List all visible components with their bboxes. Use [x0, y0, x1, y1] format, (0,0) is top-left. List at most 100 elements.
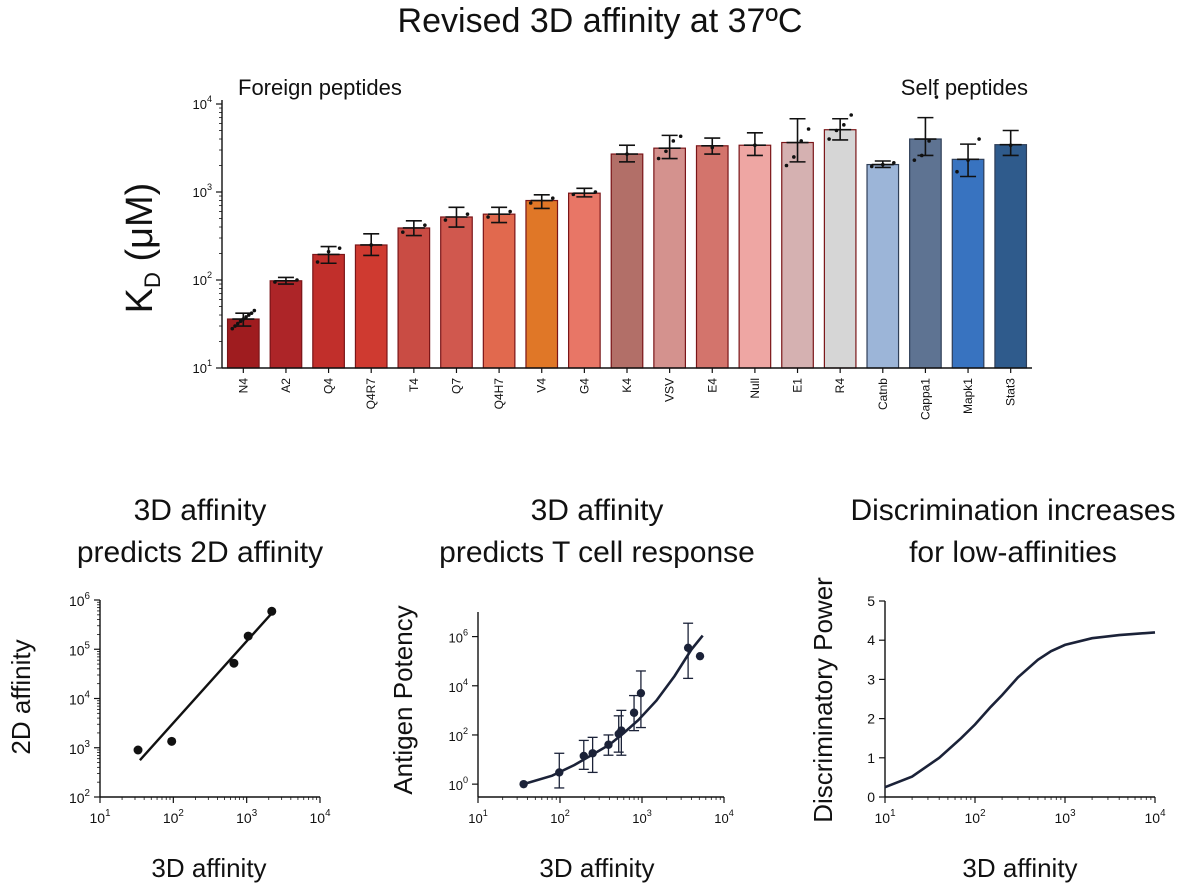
point-q4r7: [369, 243, 374, 247]
data-point: [695, 651, 705, 661]
x-tick-label-base: 10: [1054, 810, 1070, 826]
x-tick-label-base: 10: [236, 810, 252, 826]
point-r4: [842, 123, 846, 127]
bar-q4h7: [482, 213, 516, 369]
point-catnb: [869, 164, 874, 169]
panel-2d-affinity: 3D affinity predicts 2D affinity 3D affi…: [6, 494, 331, 883]
point-mapk1: [977, 137, 981, 141]
data-point: [636, 688, 646, 698]
y-tick-label-exp: 4: [207, 94, 212, 104]
category-label-e4: E4: [705, 378, 719, 393]
y-tick-label: 102: [448, 726, 468, 744]
figure-title: Revised 3D affinity at 37ºC: [398, 2, 803, 40]
y-tick-label-base: 10: [69, 593, 85, 609]
x-tick-label-base: 10: [163, 810, 179, 826]
y-tick-label-base: 10: [448, 631, 462, 646]
point-r4: [849, 113, 853, 117]
data-point: [267, 606, 277, 616]
point-vsv: [664, 149, 668, 154]
kd-axis-label: KD (μM): [119, 183, 165, 314]
point-null: [753, 143, 757, 148]
point-k4: [625, 152, 629, 156]
bar-vsv: [653, 147, 687, 369]
x-tick-label-base: 10: [964, 810, 980, 826]
y-tick-label-exp: 1: [207, 358, 212, 368]
panel2-ylabel: Antigen Potency: [388, 605, 418, 794]
bar-r4: [823, 129, 857, 369]
category-label-q4h7: Q4H7: [492, 378, 506, 410]
x-tick-label: 101: [874, 808, 895, 826]
point-q4h7: [508, 209, 512, 214]
point-e1: [799, 139, 804, 143]
y-tick-label-base: 10: [69, 741, 85, 757]
bar-t4: [397, 227, 431, 369]
bar-v4: [525, 199, 559, 369]
panel1-ylabel: 2D affinity: [6, 639, 36, 754]
point-cappa1: [912, 158, 917, 162]
y-tick-label: 0: [867, 789, 875, 805]
data-point: [229, 658, 239, 668]
point-q4: [337, 246, 342, 250]
category-label-e1: E1: [791, 378, 805, 393]
point-e1: [806, 127, 811, 131]
x-tick-label-exp: 4: [1160, 808, 1166, 819]
data-point: [243, 631, 253, 641]
point-q4h7: [486, 215, 490, 219]
point-mapk1: [955, 169, 959, 174]
category-label-t4: T4: [407, 378, 421, 392]
point-r4: [834, 128, 839, 133]
y-tick-label: 103: [69, 739, 91, 757]
kd-subscript: D: [140, 272, 165, 288]
bar-q4r7: [354, 244, 388, 369]
x-tick-label: 102: [163, 808, 184, 826]
bar-null: [738, 144, 772, 369]
y-tick-label-base: 10: [448, 778, 462, 793]
x-tick-label-exp: 2: [178, 808, 183, 819]
y-tick-label-exp: 2: [207, 270, 212, 280]
x-tick-label-base: 10: [89, 810, 105, 826]
y-tick-label: 105: [69, 640, 91, 658]
panel2-title-line1: 3D affinity: [531, 494, 664, 527]
y-tick-label: 1: [867, 750, 875, 766]
x-tick-label-base: 10: [874, 810, 890, 826]
discrimination-curve: [884, 631, 1156, 789]
y-tick-label: 100: [448, 775, 468, 793]
y-tick-label-exp: 6: [85, 591, 91, 602]
panel-antigen-potency: 3D affinity predicts T cell response 3D …: [388, 494, 755, 883]
bar-catnb: [866, 163, 900, 369]
category-label-a2: A2: [279, 378, 293, 393]
y-tick-label: 102: [69, 788, 90, 806]
fit-line: [139, 610, 275, 761]
y-tick-label: 103: [192, 182, 212, 200]
bar-k4: [610, 153, 644, 369]
panel3-xlabel: 3D affinity: [962, 853, 1077, 883]
point-v4: [550, 196, 555, 201]
y-tick-label-exp: 4: [463, 677, 468, 687]
data-point: [629, 708, 639, 717]
x-tick-label-base: 10: [550, 811, 564, 826]
kd-unit: (μM): [119, 183, 161, 272]
point-g4: [593, 190, 598, 194]
data-point: [133, 745, 143, 755]
x-tick-label-exp: 2: [565, 808, 570, 818]
x-tick-label-base: 10: [468, 811, 482, 826]
point-a2: [273, 280, 277, 284]
y-tick-label-exp: 4: [85, 690, 91, 701]
panel2-title-line2: predicts T cell response: [439, 536, 755, 569]
x-tick-label-exp: 1: [105, 808, 110, 819]
point-n4: [247, 313, 251, 317]
bar-e4: [695, 145, 729, 369]
category-label-null: Null: [748, 378, 762, 399]
y-tick-label-base: 10: [192, 185, 206, 200]
y-tick-label-exp: 5: [85, 640, 91, 651]
x-tick-label: 104: [714, 808, 734, 826]
x-tick-label: 101: [89, 808, 110, 826]
x-tick-label: 103: [1054, 808, 1076, 826]
kd-bar-chart: Foreign peptides Self peptides KD (μM) N…: [119, 75, 1032, 420]
category-label-v4: V4: [535, 378, 549, 393]
x-tick-label: 101: [468, 808, 488, 826]
point-t4: [401, 230, 405, 234]
point-q7: [443, 218, 448, 222]
y-tick-label-base: 10: [448, 729, 462, 744]
